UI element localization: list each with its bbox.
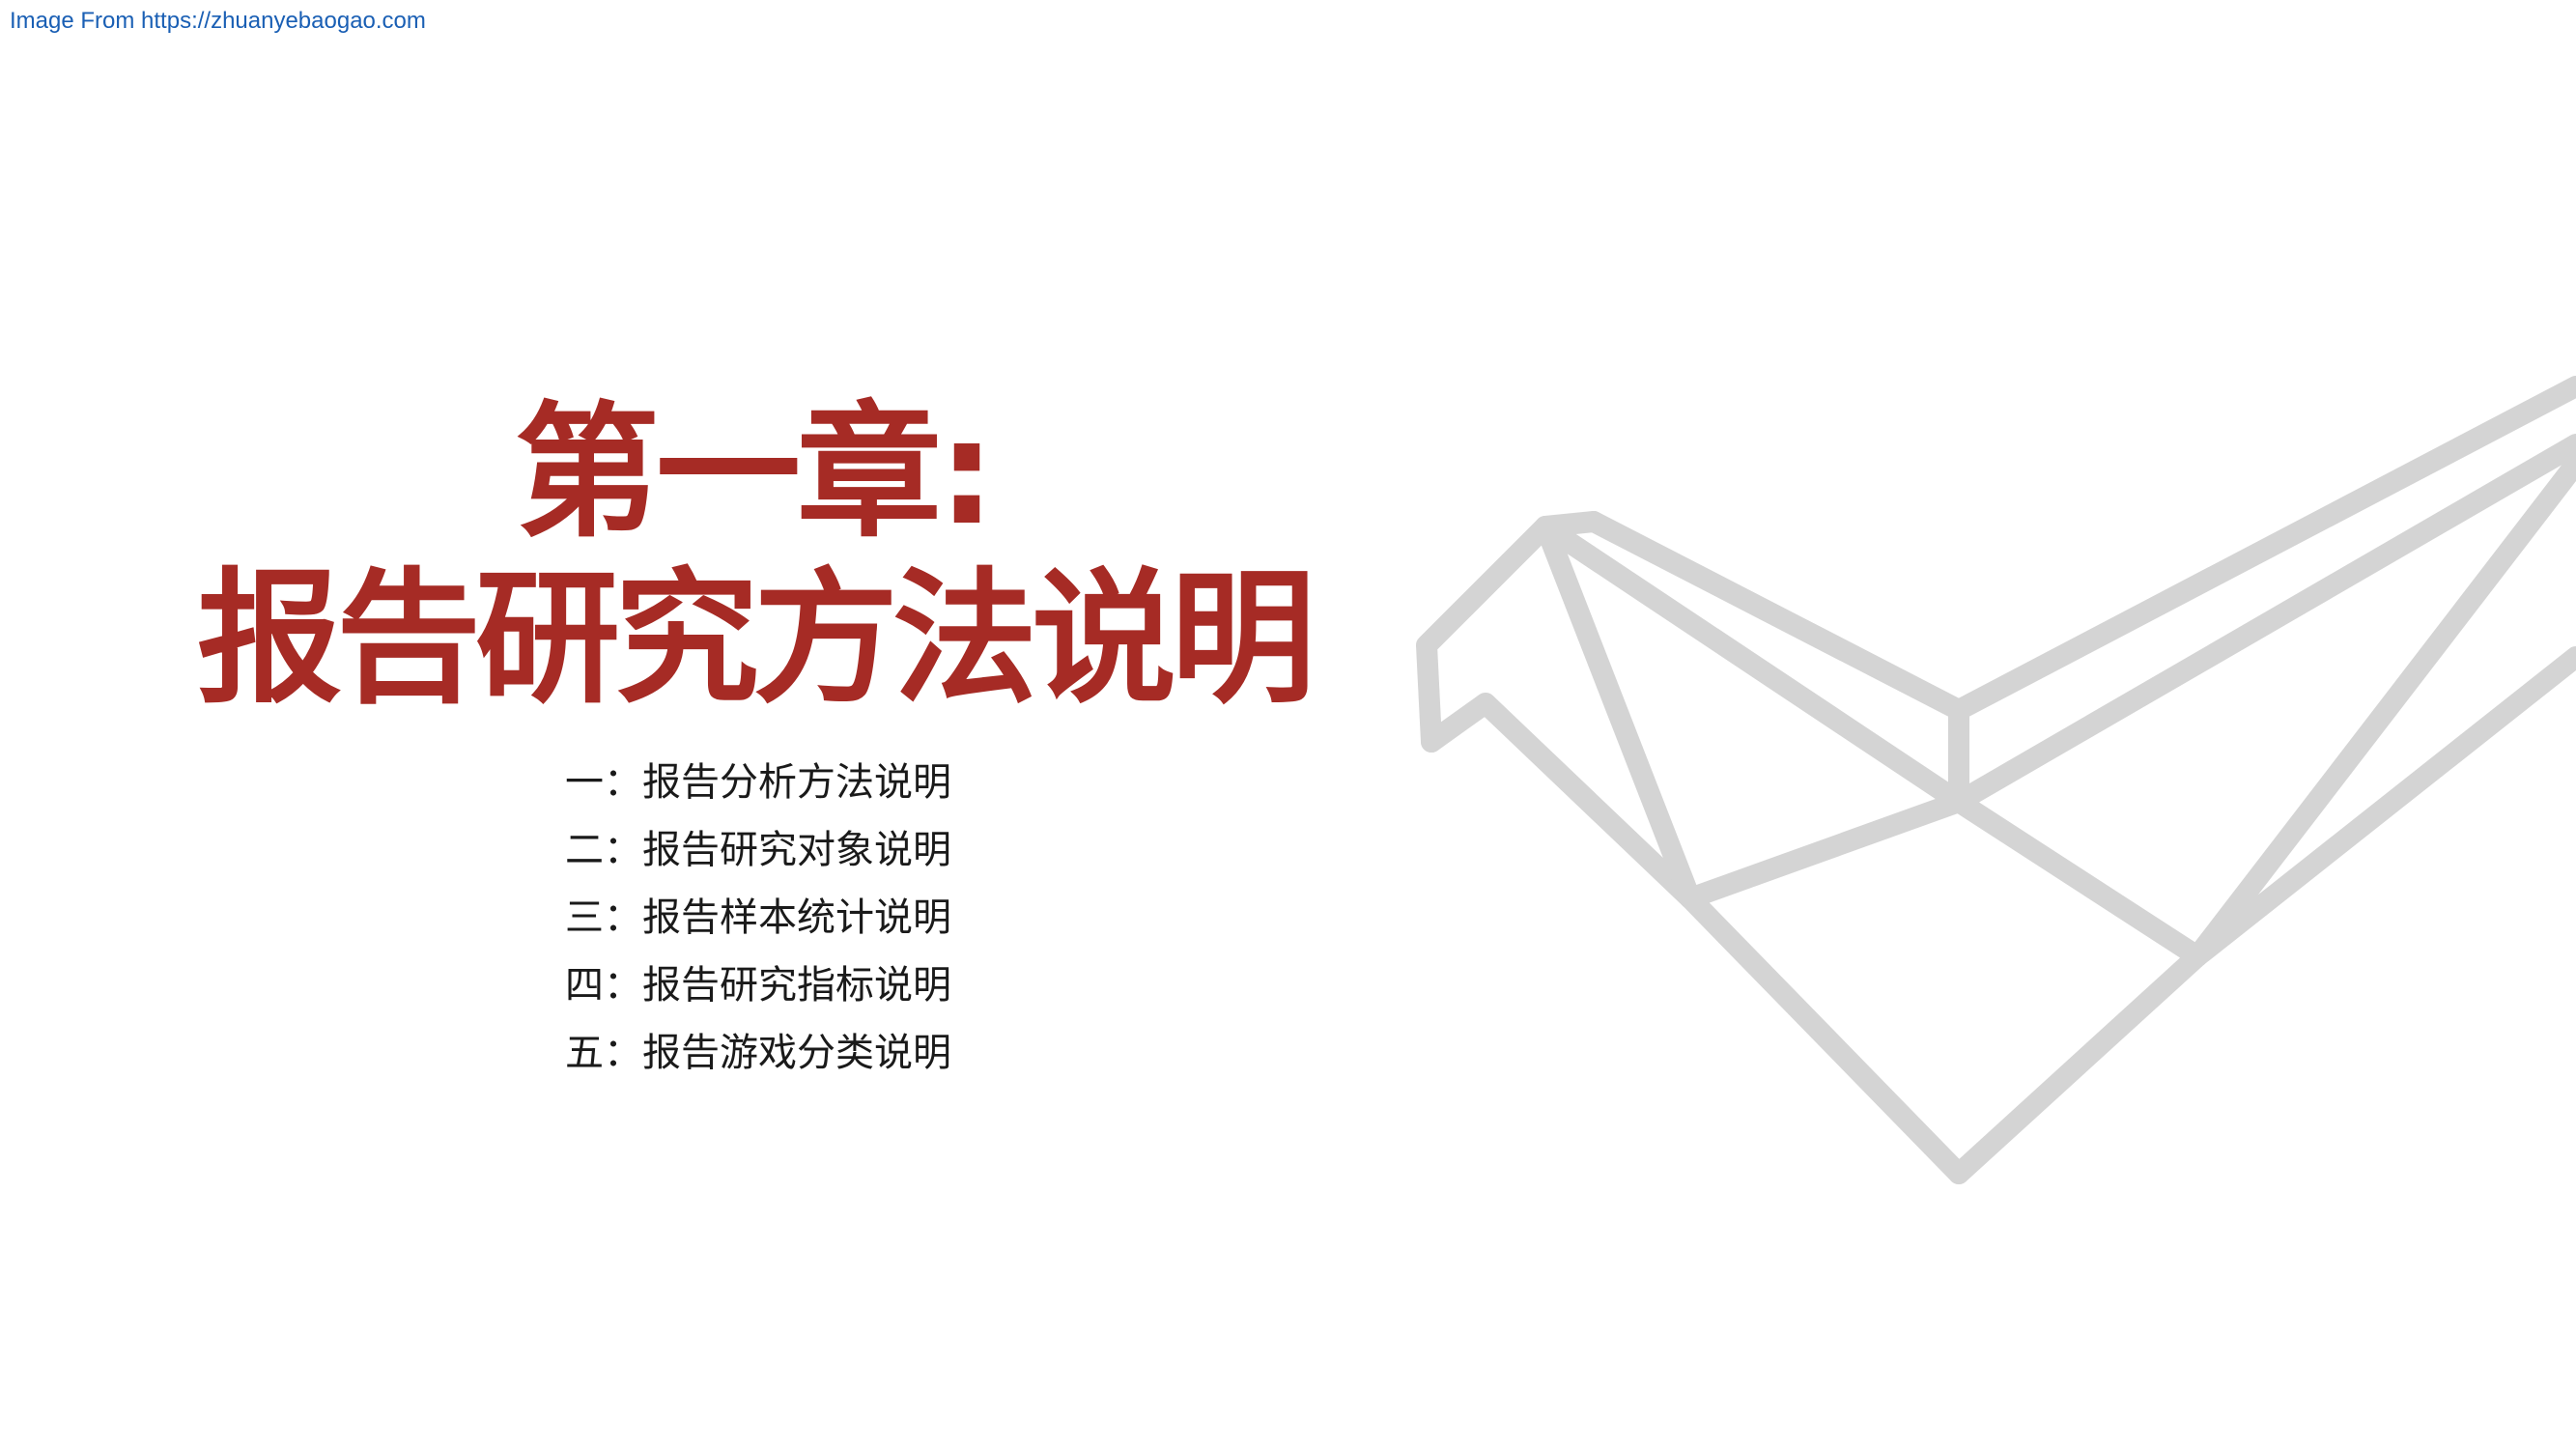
table-of-contents: 一：报告分析方法说明 二：报告研究对象说明 三：报告样本统计说明 四：报告研究指…: [565, 749, 951, 1087]
source-link[interactable]: Image From https://zhuanyebaogao.com: [10, 8, 426, 34]
toc-item: 五：报告游戏分类说明: [565, 1031, 951, 1075]
toc-item: 二：报告研究对象说明: [565, 828, 951, 872]
toc-item: 一：报告分析方法说明: [565, 760, 951, 805]
toc-item: 三：报告样本统计说明: [565, 895, 951, 940]
chapter-subtitle: 报告研究方法说明: [196, 555, 1316, 724]
title-block: 第一章: 报告研究方法说明: [174, 391, 1333, 724]
chapter-title: 第一章:: [515, 389, 996, 557]
toc-item: 四：报告研究指标说明: [565, 963, 951, 1008]
